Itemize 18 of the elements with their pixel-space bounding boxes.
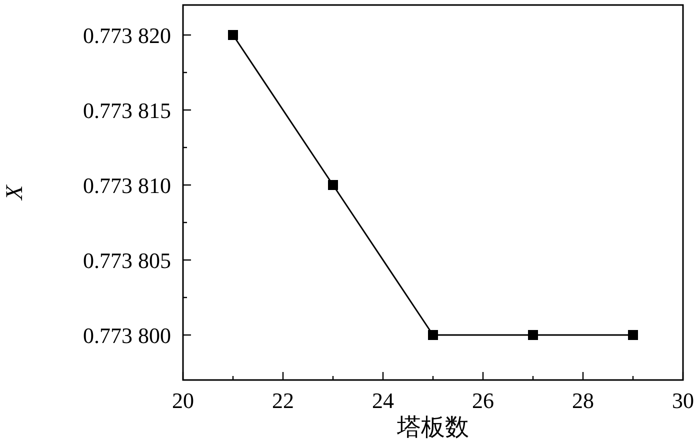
y-tick-label: 0.773 815 xyxy=(83,98,171,123)
x-tick-label: 26 xyxy=(472,388,494,413)
y-tick-label: 0.773 805 xyxy=(83,248,171,273)
point xyxy=(328,180,338,190)
x-tick-label: 20 xyxy=(172,388,194,413)
x-tick-label: 28 xyxy=(572,388,594,413)
x-tick-label: 30 xyxy=(672,388,694,413)
y-tick-label: 0.773 810 xyxy=(83,173,171,198)
point xyxy=(228,30,238,40)
point xyxy=(628,330,638,340)
y-tick-label: 0.773 820 xyxy=(83,23,171,48)
x-tick-label: 22 xyxy=(272,388,294,413)
y-tick-label: 0.773 800 xyxy=(83,323,171,348)
point xyxy=(528,330,538,340)
y-axis-title: X xyxy=(2,184,28,201)
point xyxy=(428,330,438,340)
x-tick-label: 24 xyxy=(372,388,394,413)
x-axis-title: 塔板数 xyxy=(396,415,469,440)
